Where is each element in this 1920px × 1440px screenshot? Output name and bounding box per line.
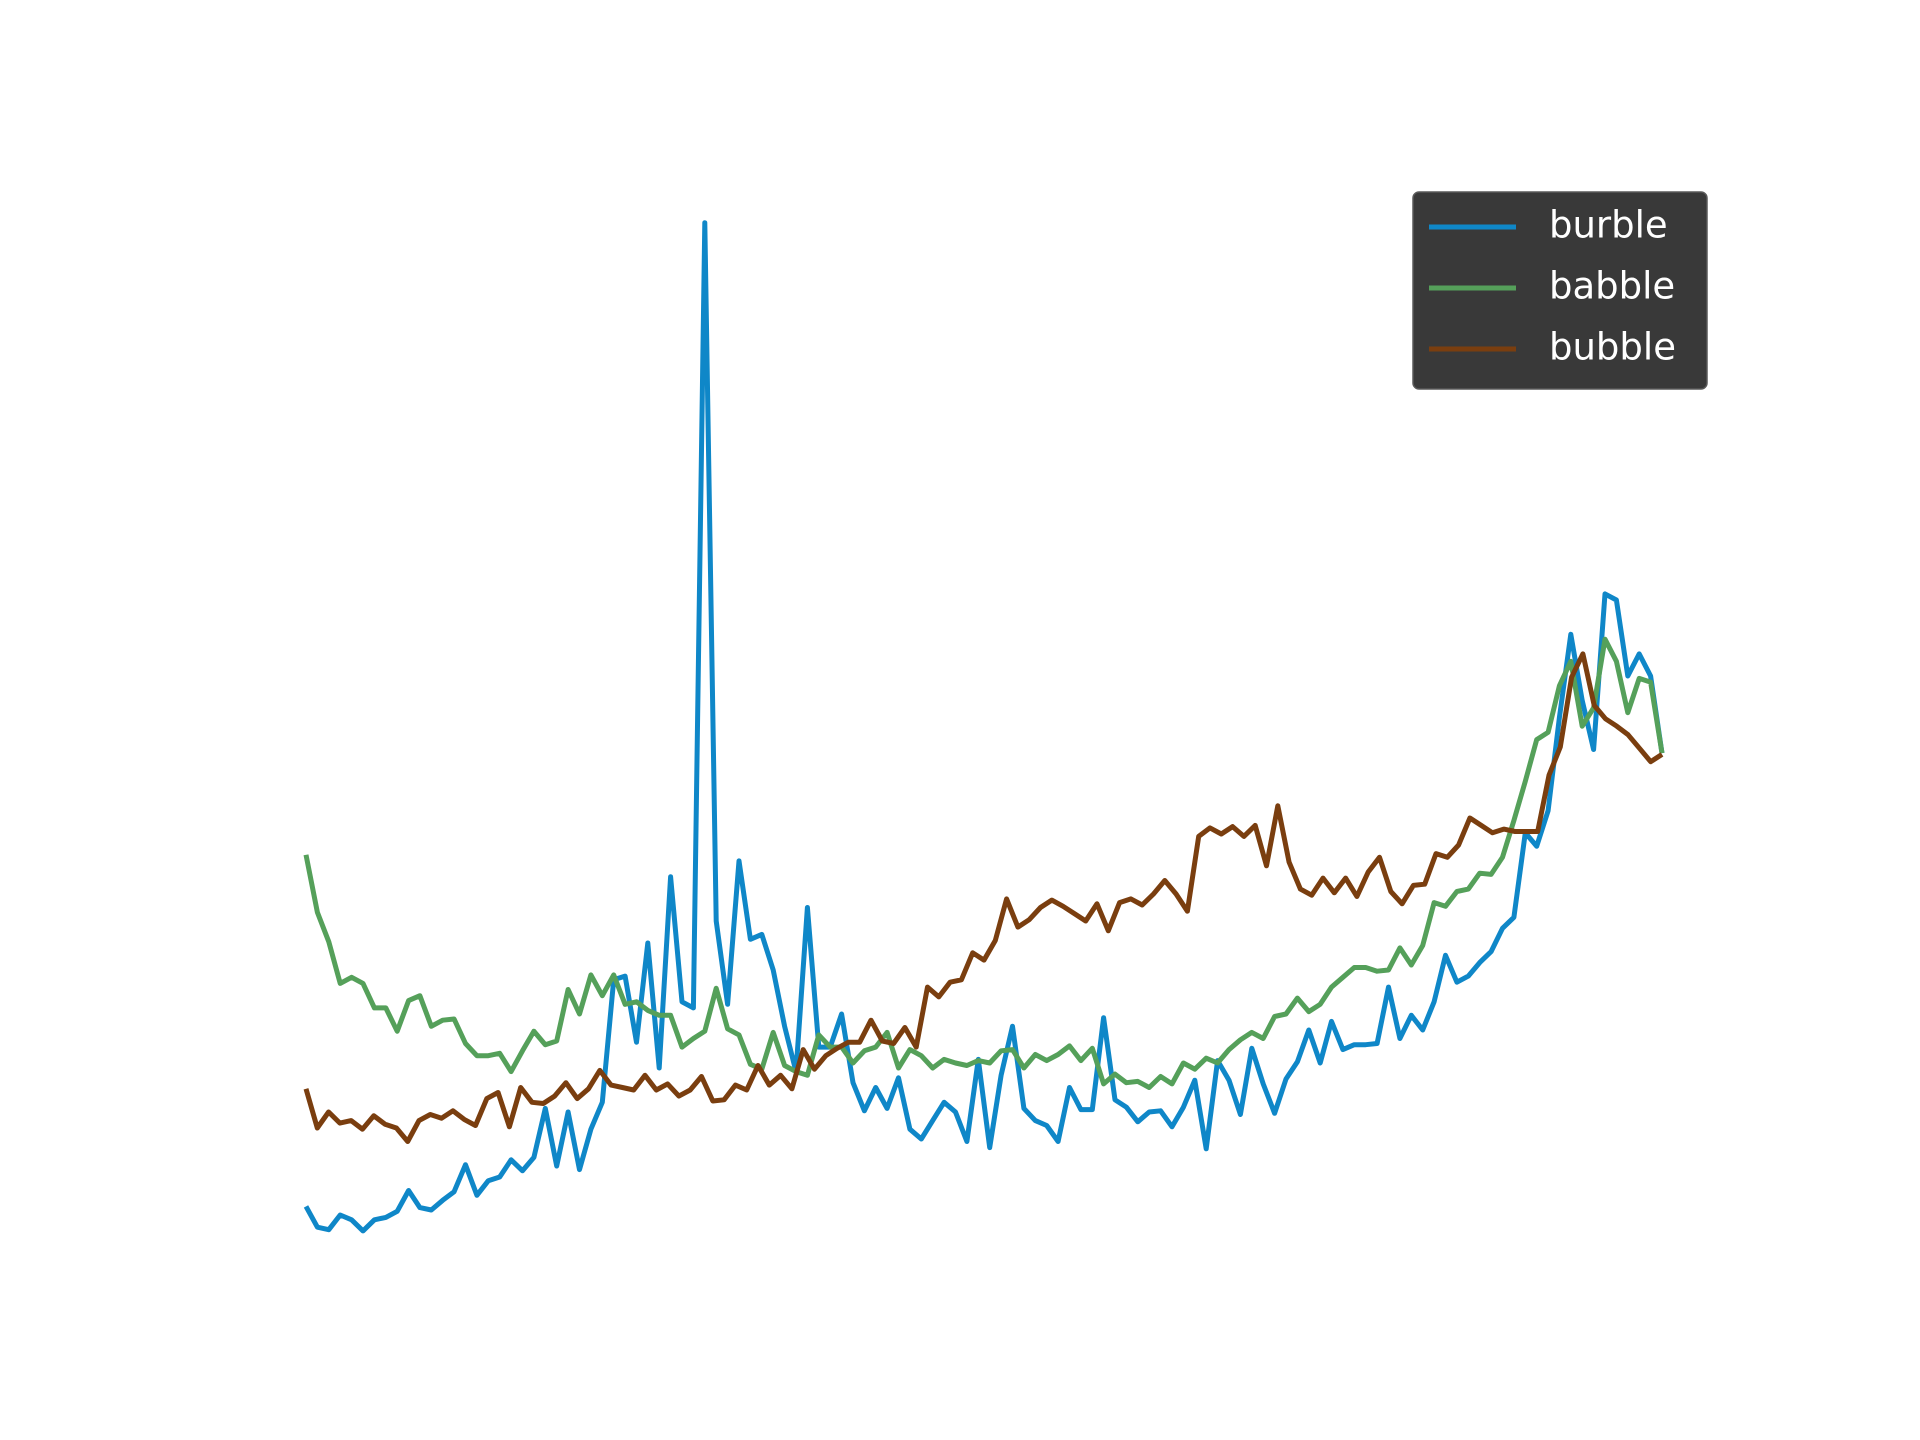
legend-label: burble <box>1549 204 1668 247</box>
legend-label: bubble <box>1549 326 1676 369</box>
legend-label: babble <box>1549 265 1675 308</box>
line-series <box>303 651 1664 1144</box>
line-series <box>303 636 1665 1090</box>
legend-box <box>1412 191 1708 390</box>
line-series <box>303 220 1665 1234</box>
